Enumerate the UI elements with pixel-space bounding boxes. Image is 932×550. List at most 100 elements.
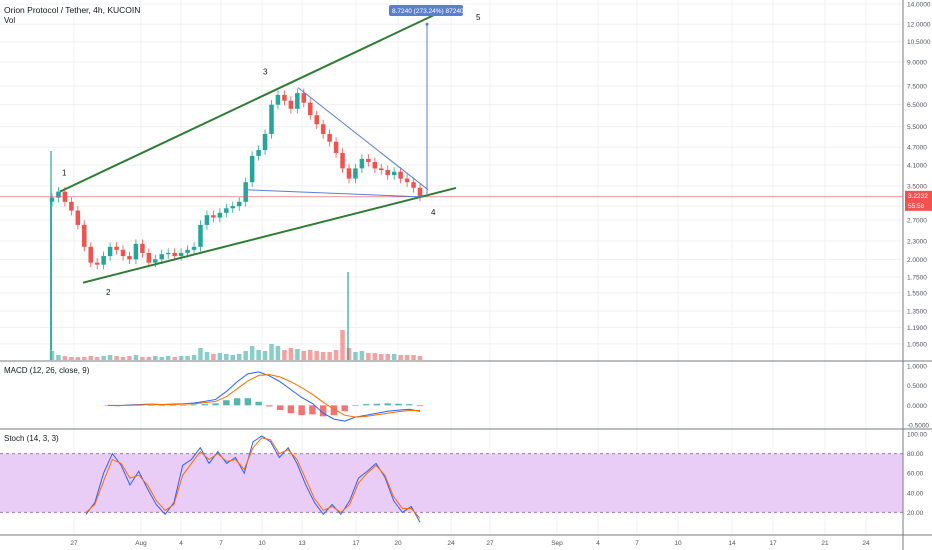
macd-histogram-bar: [201, 404, 209, 406]
macd-tick-label: 0.0000: [907, 403, 927, 410]
macd-axis[interactable]: 1.0000 0.5000 0.0000 -0.5000: [907, 363, 929, 429]
price-candle: [256, 150, 261, 156]
wedge-lower-line[interactable]: [243, 189, 423, 198]
macd-tick-label: 0.5000: [907, 383, 927, 390]
volume-bar: [353, 352, 358, 360]
price-candle: [385, 170, 390, 176]
volume-bar: [372, 353, 378, 360]
price-candle: [217, 212, 223, 218]
volume-bar: [295, 349, 300, 360]
time-tick-label: 10: [258, 540, 266, 547]
price-candle: [398, 171, 403, 179]
price-tick-label: 10.5000: [907, 39, 931, 46]
price-candles: [49, 88, 423, 351]
price-candle: [320, 124, 326, 134]
price-candle: [301, 93, 307, 103]
price-candle: [153, 259, 158, 263]
time-tick-label: 24: [862, 540, 870, 547]
volume-bar: [236, 354, 242, 360]
volume-bar: [101, 356, 106, 360]
macd-histogram-bar: [190, 404, 198, 406]
channel-upper-trendline[interactable]: [59, 10, 442, 193]
price-candle: [114, 246, 119, 250]
price-candle: [275, 94, 281, 105]
volume-bar: [314, 351, 319, 360]
stoch-k-line: [85, 435, 421, 523]
price-candle: [353, 168, 358, 179]
price-tick-label: 2.7000: [907, 217, 927, 224]
volume-bar: [127, 356, 132, 360]
price-candle: [120, 249, 126, 257]
price-candle: [191, 246, 197, 250]
time-tick-label: 7: [635, 540, 639, 547]
time-axis[interactable]: 27 Aug 4 7 10 13 17 20 24 27 Sep 4 7 10 14 17 21 24: [70, 540, 870, 547]
wave-label-5: 5: [476, 13, 481, 22]
macd-histogram-bar: [341, 405, 348, 412]
price-candle: [307, 102, 313, 116]
macd-histogram-bar: [416, 405, 424, 407]
price-tick-label: 12.0000: [907, 22, 931, 29]
price-candle: [379, 168, 384, 171]
price-candle: [107, 246, 113, 257]
volume-bar: [75, 357, 81, 360]
price-tick-label: 14.0000: [907, 2, 931, 9]
price-candle: [236, 201, 242, 207]
volume-bar: [230, 355, 236, 360]
macd-signal-line: [108, 374, 420, 418]
time-tick-label: 21: [821, 540, 829, 547]
time-tick-label: 17: [769, 540, 777, 547]
price-candle: [333, 141, 339, 153]
volume-bar: [385, 354, 390, 360]
volume-bar: [288, 348, 294, 360]
macd-histogram-bar: [212, 403, 219, 406]
stoch-label: Stoch (14, 3, 3): [4, 434, 59, 443]
volume-bar: [146, 357, 152, 360]
time-tick-label: 4: [179, 540, 183, 547]
macd-histogram-bar: [352, 405, 359, 406]
price-candle: [94, 262, 100, 265]
price-candle: [159, 254, 165, 260]
macd-histogram-bar: [362, 404, 370, 406]
price-candle: [249, 155, 255, 183]
volume-bar: [249, 346, 255, 360]
volume-bar: [185, 356, 190, 360]
macd-histogram-bar: [298, 405, 305, 416]
volume-bar: [198, 348, 203, 360]
wedge-upper-line[interactable]: [297, 87, 429, 191]
volume-bar: [366, 353, 371, 360]
wave-label-3: 3: [263, 67, 268, 76]
macd-histogram-bar: [255, 401, 262, 406]
price-range-text: 8.7240 (273.24%) 87240: [392, 8, 464, 15]
volume-bar: [417, 356, 423, 360]
price-tick-label: 4.7000: [907, 145, 927, 152]
price-candle: [295, 93, 300, 109]
channel-lower-trendline[interactable]: [82, 186, 457, 284]
price-candle: [366, 158, 371, 162]
stoch-axis[interactable]: 100.00 80.00 60.00 40.00 20.00: [907, 432, 927, 517]
volume-bar: [327, 352, 332, 360]
macd-histogram-bar: [147, 404, 155, 406]
stoch-tick-label: 80.00: [907, 451, 924, 458]
volume-bar: [62, 356, 68, 360]
price-candle: [211, 215, 216, 218]
price-tick-label: 7.5000: [907, 83, 927, 90]
volume-bar: [340, 330, 345, 360]
volume-bar: [282, 350, 287, 360]
macd-histogram-bar: [244, 398, 252, 406]
price-candle: [327, 133, 332, 142]
price-candle: [372, 161, 378, 169]
volume-bar: [69, 357, 74, 360]
macd-tick-label: -0.5000: [907, 423, 929, 430]
time-tick-label: 17: [352, 540, 360, 547]
price-candle: [198, 224, 203, 247]
time-tick-label: 20: [394, 540, 402, 547]
price-tick-label: 3.5000: [907, 183, 927, 190]
wave-label-1: 1: [62, 169, 67, 178]
price-candle: [133, 243, 139, 260]
price-candle: [230, 206, 236, 209]
macd-histogram-bar: [276, 405, 284, 411]
volume-bar: [165, 356, 171, 360]
price-tick-label: 1.7500: [907, 274, 927, 281]
macd-histogram-bar: [287, 405, 295, 414]
